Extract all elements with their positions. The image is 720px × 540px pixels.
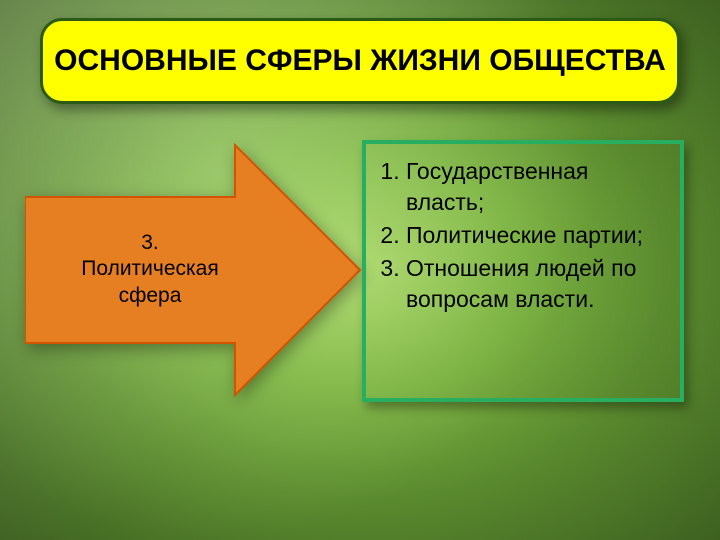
content-box: Государственная власть; Политические пар… (362, 140, 684, 402)
list-item: Политические партии; (406, 220, 666, 251)
arrow-label-line2: Политическая (60, 256, 240, 282)
arrow-label-line3: сфера (60, 283, 240, 309)
title-box: ОСНОВНЫЕ СФЕРЫ ЖИЗНИ ОБЩЕСТВА (40, 18, 680, 104)
list-item: Государственная власть; (406, 156, 666, 218)
arrow-label-line1: 3. (60, 230, 240, 256)
list-item: Отношения людей по вопросам власти. (406, 253, 666, 315)
page-title: ОСНОВНЫЕ СФЕРЫ ЖИЗНИ ОБЩЕСТВА (54, 44, 666, 79)
sphere-arrow: 3. Политическая сфера (25, 135, 365, 405)
arrow-label: 3. Политическая сфера (60, 230, 240, 309)
content-list: Государственная власть; Политические пар… (372, 156, 666, 315)
